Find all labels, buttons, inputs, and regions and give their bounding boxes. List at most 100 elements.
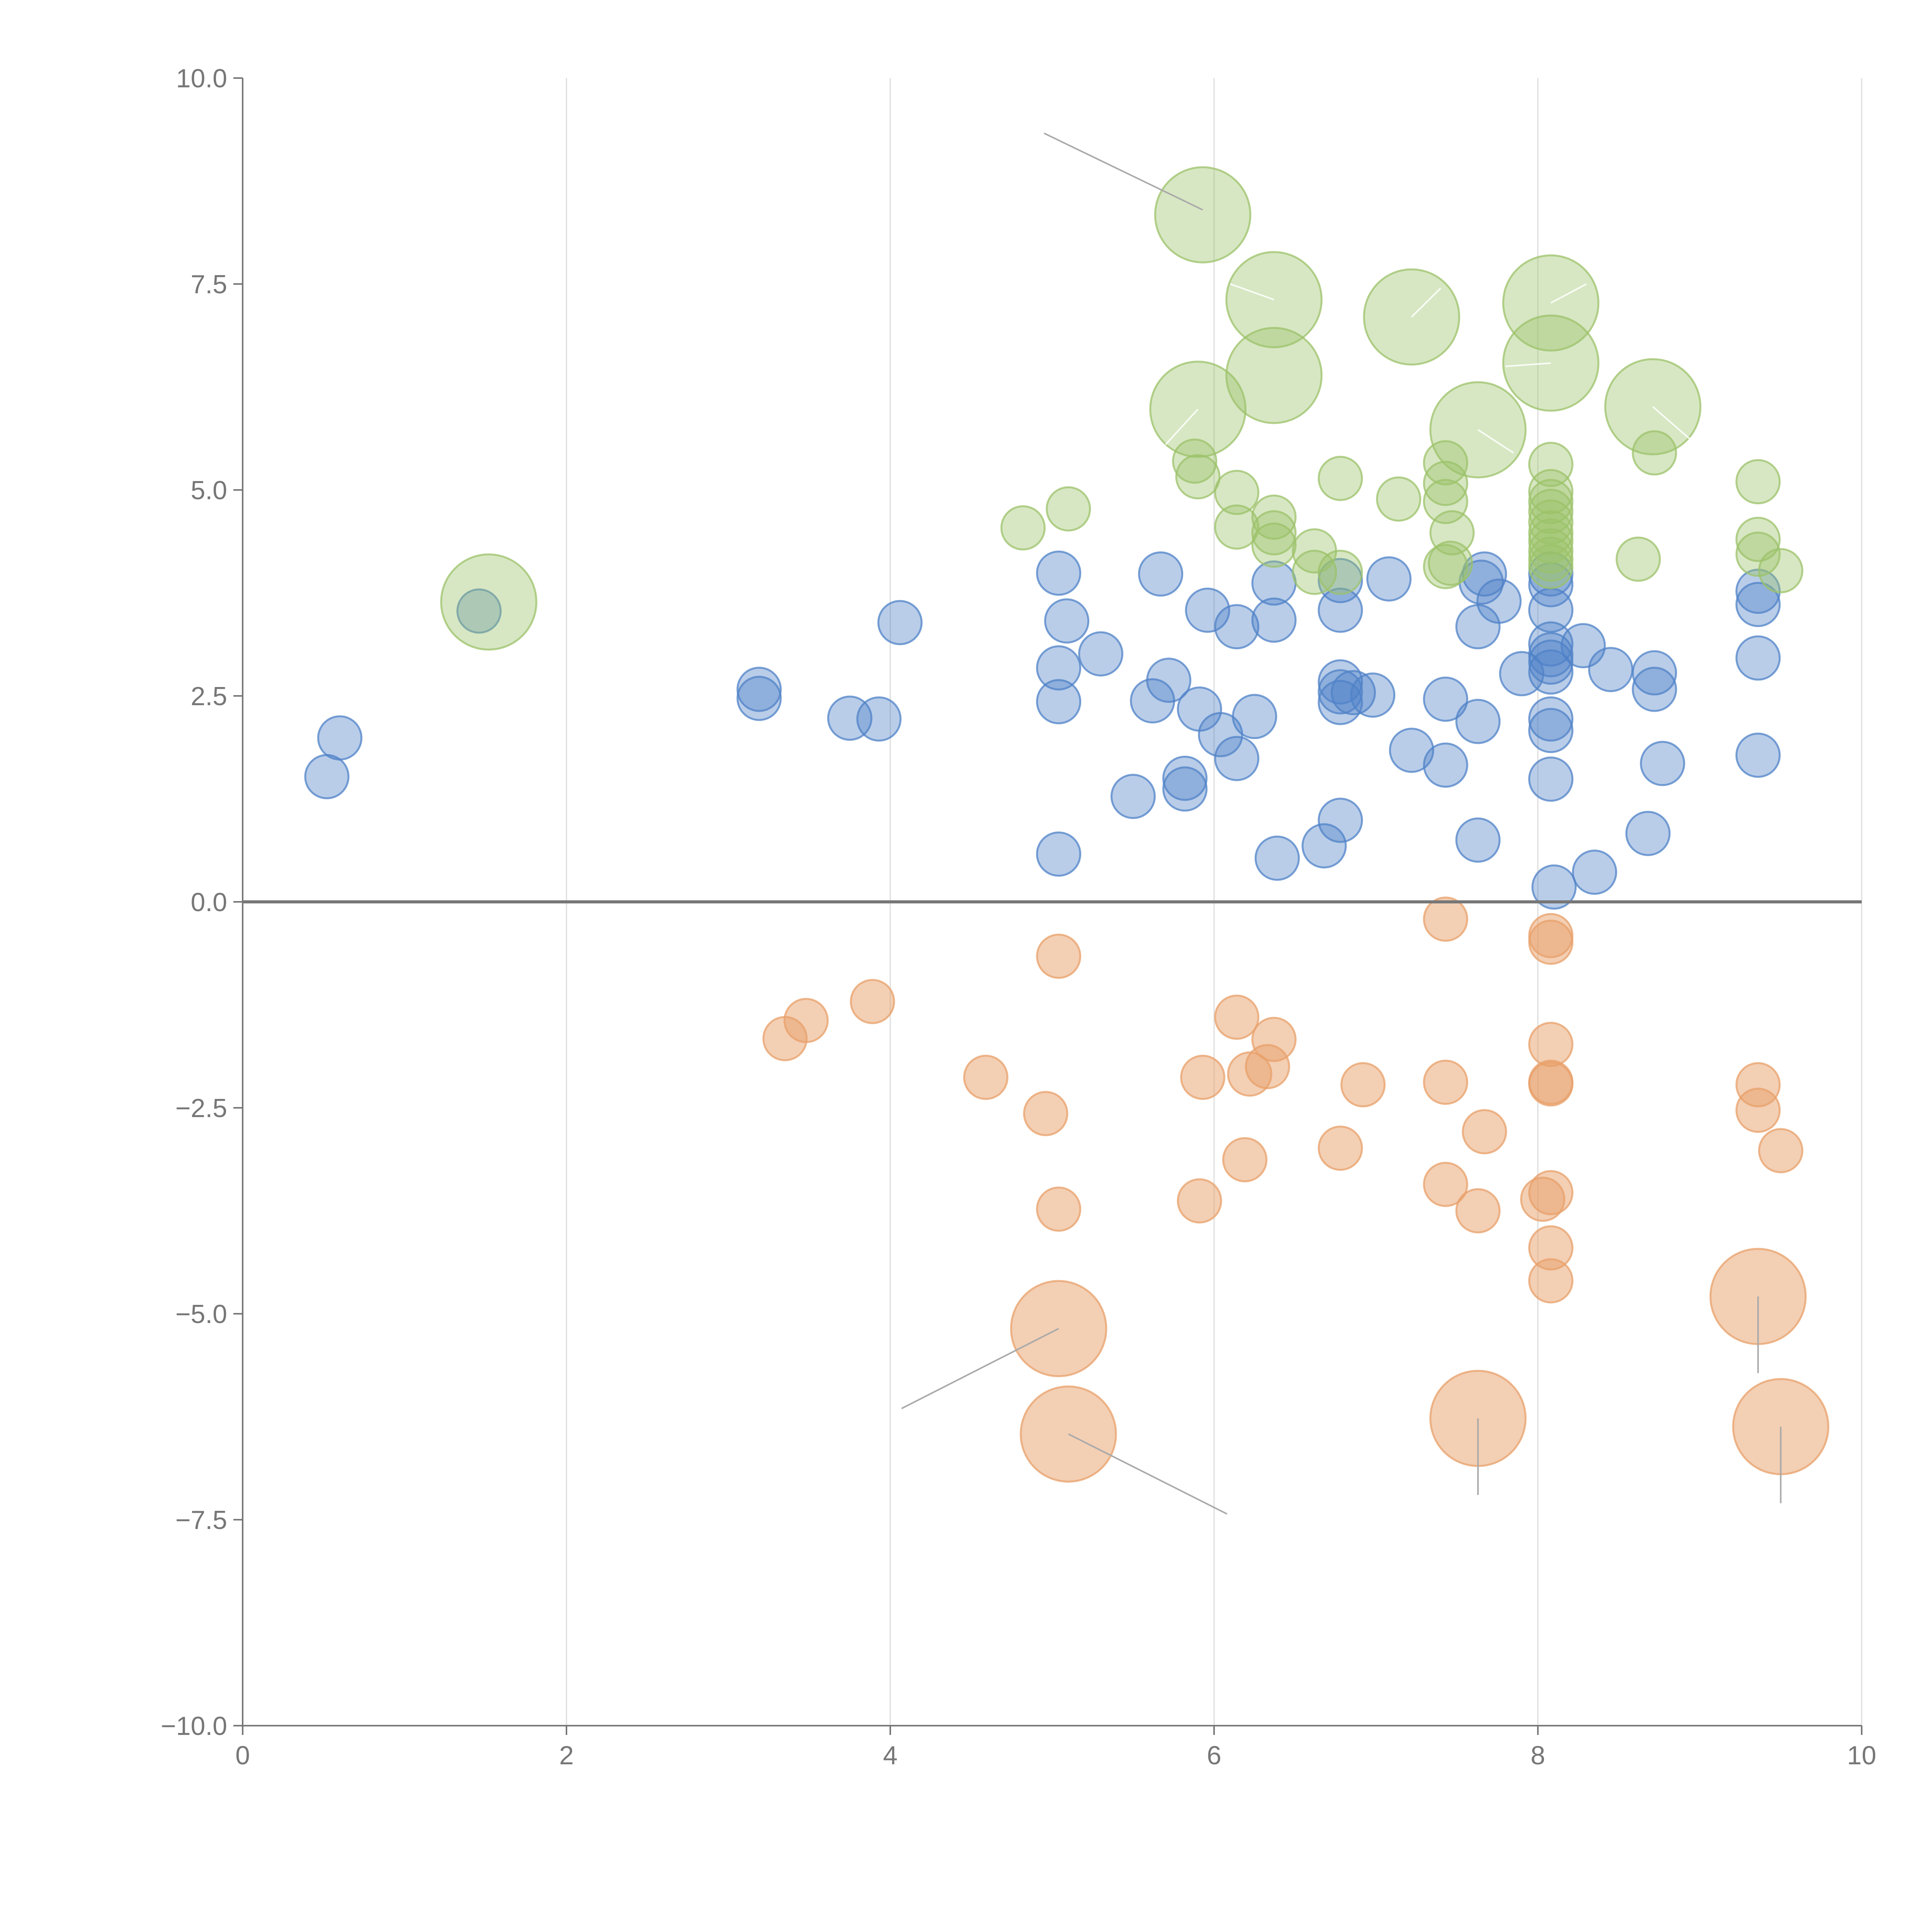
orange-point-9 xyxy=(1177,1178,1222,1224)
leader-line-6 xyxy=(1230,283,1274,301)
blue-point-18 xyxy=(1162,755,1208,801)
blue-point-66 xyxy=(1640,741,1685,786)
green-point-41 xyxy=(1632,430,1677,476)
green-point-25 xyxy=(1429,510,1475,556)
orange-point-12 xyxy=(1222,1137,1268,1182)
blue-point-70 xyxy=(1735,733,1781,778)
green-point-3 xyxy=(1154,166,1252,264)
x-tick-label-4: 4 xyxy=(883,1741,898,1770)
blue-point-39 xyxy=(1389,728,1434,773)
blue-point-31 xyxy=(1318,587,1363,633)
y-tick-label-−7.5: −7.5 xyxy=(175,1505,227,1535)
green-point-44 xyxy=(1735,531,1781,577)
blue-point-29 xyxy=(1301,823,1347,869)
y-tick-label-2.5: 2.5 xyxy=(190,682,227,711)
x-axis-ticks: 0 2 4 6 8 10 xyxy=(235,1726,1876,1770)
blue-point-6 xyxy=(856,696,902,742)
blue-point-43 xyxy=(1455,817,1501,863)
orange-point-11 xyxy=(1214,994,1260,1040)
x-tick-label-6: 6 xyxy=(1207,1741,1221,1770)
green-point-31 xyxy=(1528,479,1574,524)
blue-point-23 xyxy=(1214,604,1260,650)
x-tick-label-10: 10 xyxy=(1847,1741,1876,1770)
orange-point-16 xyxy=(1318,1125,1363,1171)
leader-line-0 xyxy=(1044,133,1203,211)
blue-point-0 xyxy=(304,754,350,799)
blue-point-59 xyxy=(1531,864,1577,910)
y-tick-label-5.0: 5.0 xyxy=(190,476,227,505)
blue-point-69 xyxy=(1735,635,1781,681)
green-point-45 xyxy=(1758,548,1803,594)
orange-point-17 xyxy=(1340,1062,1386,1107)
blue-point-1 xyxy=(317,715,362,761)
green-point-11 xyxy=(1251,494,1297,540)
green-point-43 xyxy=(1735,517,1781,562)
orange-point-30 xyxy=(1528,1170,1574,1216)
blue-point-12 xyxy=(1044,598,1090,644)
green-point-5 xyxy=(1172,438,1218,484)
blue-point-24 xyxy=(1214,736,1260,781)
orange-point-23 xyxy=(1462,1109,1507,1155)
y-tick-label-7.5: 7.5 xyxy=(190,270,227,299)
y-tick-label-0.0: 0.0 xyxy=(190,888,227,917)
green-point-42 xyxy=(1735,459,1781,505)
blue-point-8 xyxy=(1036,550,1082,596)
orange-point-2 xyxy=(850,979,895,1024)
orange-point-29 xyxy=(1528,1061,1574,1107)
blue-point-38 xyxy=(1366,556,1412,602)
orange-point-1 xyxy=(783,998,829,1043)
blue-point-13 xyxy=(1078,631,1124,677)
y-tick-label-−2.5: −2.5 xyxy=(175,1094,227,1123)
orange-point-20 xyxy=(1423,1162,1468,1207)
blue-point-46 xyxy=(1462,551,1507,597)
x-tick-label-0: 0 xyxy=(235,1741,250,1770)
orange-point-26 xyxy=(1528,919,1574,965)
blue-point-67 xyxy=(1735,568,1781,614)
green-point-0 xyxy=(440,553,537,651)
green-point-10 xyxy=(1225,327,1323,424)
green-point-13 xyxy=(1251,522,1297,568)
blue-point-3 xyxy=(736,667,782,712)
blue-point-40 xyxy=(1423,677,1468,722)
blue-point-61 xyxy=(1572,849,1617,895)
green-point-12 xyxy=(1251,510,1297,556)
blue-point-9 xyxy=(1036,645,1082,691)
blue-point-10 xyxy=(1036,679,1082,724)
blue-point-62 xyxy=(1588,647,1634,692)
leader-line-9 xyxy=(1505,362,1551,367)
green-point-2 xyxy=(1046,486,1091,532)
green-point-35 xyxy=(1528,518,1574,564)
blue-point-68 xyxy=(1735,582,1781,627)
blue-point-52 xyxy=(1528,621,1574,667)
x-tick-label-2: 2 xyxy=(559,1741,574,1770)
x-tick-label-8: 8 xyxy=(1531,1741,1545,1770)
green-point-1 xyxy=(1000,505,1046,551)
y-tick-label-10.0: 10.0 xyxy=(176,64,227,93)
blue-point-36 xyxy=(1330,670,1376,715)
orange-point-5 xyxy=(1036,934,1082,979)
orange-point-32 xyxy=(1528,1258,1574,1304)
orange-point-21 xyxy=(1455,1188,1501,1233)
blue-point-14 xyxy=(1111,774,1156,819)
leader-line-10 xyxy=(1165,408,1199,446)
green-point-16 xyxy=(1318,456,1363,501)
blue-point-25 xyxy=(1232,694,1277,739)
orange-point-19 xyxy=(1423,1060,1468,1105)
blue-point-21 xyxy=(1185,587,1230,633)
leader-lines xyxy=(901,133,1782,1515)
blue-point-58 xyxy=(1528,756,1574,802)
leader-line-1 xyxy=(901,1328,1059,1409)
blue-point-16 xyxy=(1138,551,1184,597)
y-axis-ticks: 10.0 7.5 5.0 2.5 0.0 −2.5 −5.0 −7.5 −10.0 xyxy=(161,64,243,1741)
blue-point-33 xyxy=(1318,669,1363,714)
green-point-6 xyxy=(1175,454,1221,500)
blue-point-17 xyxy=(1146,657,1192,703)
green-point-7 xyxy=(1214,469,1260,515)
blue-point-35 xyxy=(1318,798,1363,843)
orange-point-27 xyxy=(1528,1022,1574,1067)
green-point-8 xyxy=(1214,504,1260,550)
leader-line-8 xyxy=(1550,283,1587,304)
y-tick-label-−5.0: −5.0 xyxy=(175,1299,227,1329)
blue-point-65 xyxy=(1632,667,1677,712)
